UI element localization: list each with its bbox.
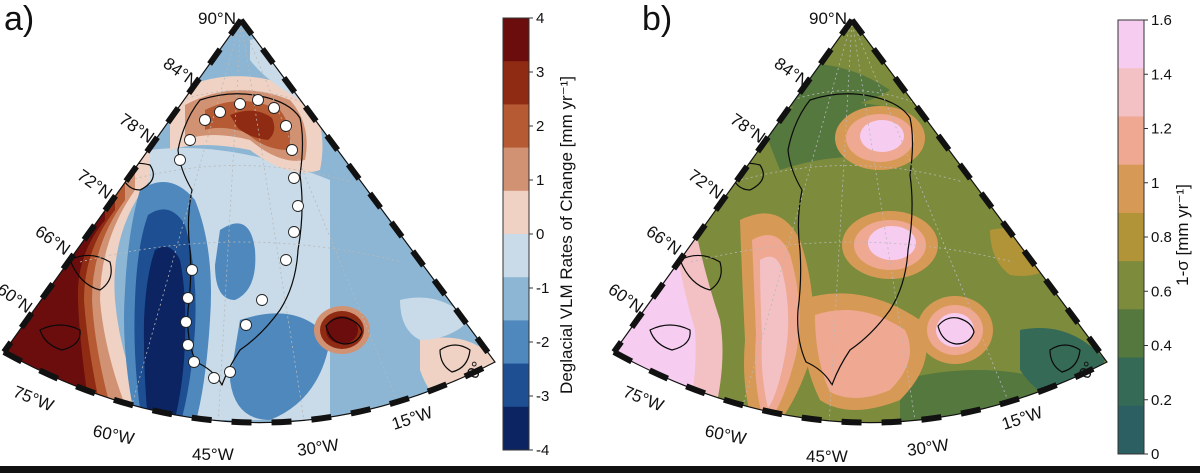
colorbar-tick-label: 0.8 — [1151, 229, 1172, 246]
frame-ticks-left — [611, 18, 855, 354]
colorbar-segment — [503, 320, 529, 365]
station-marker — [208, 372, 220, 384]
station-marker — [188, 356, 200, 368]
lat-label: 60°N — [0, 280, 36, 317]
colorbar-segment — [1118, 116, 1144, 166]
lon-label: 45°W — [806, 447, 848, 466]
colorbar-segment — [1118, 20, 1144, 69]
colorbar-segment — [1118, 405, 1144, 455]
lat-label: 72°N — [74, 166, 116, 203]
station-marker — [256, 294, 268, 306]
frame-ticks-left — [1, 18, 244, 354]
uncertainty-map — [614, 20, 1107, 423]
colorbar-tick-label: 3 — [536, 64, 544, 81]
colorbar-segment — [1118, 164, 1144, 214]
station-marker — [288, 172, 300, 184]
colorbar-tick-label: 1.6 — [1151, 12, 1172, 29]
lon-label: 30°W — [906, 435, 950, 460]
lon-label: 60°W — [91, 421, 136, 448]
colorbar-tick-label: 1 — [536, 172, 544, 189]
station-marker — [268, 102, 280, 114]
colorbar-b-title: 1-σ [mm yr⁻¹] — [1173, 184, 1192, 286]
colorbar-segment — [503, 104, 529, 149]
lon-label: 75°W — [621, 382, 667, 415]
colorbar-segment — [1118, 68, 1144, 117]
colorbar-tick-label: 0.6 — [1151, 283, 1172, 300]
colorbar-tick-label: 1 — [1151, 175, 1159, 192]
panel-a-label: a) — [4, 0, 34, 38]
bottom-rule — [0, 466, 1200, 473]
colorbar-tick-label: -1 — [536, 280, 549, 297]
station-marker — [224, 366, 236, 378]
station-marker — [234, 98, 246, 110]
station-marker — [174, 154, 186, 166]
panel-a: a) — [0, 0, 498, 464]
colorbar-segment — [503, 61, 529, 105]
lon-label: 60°W — [703, 421, 748, 448]
colorbar-segment — [503, 147, 529, 192]
colorbar-tick-label: 0.4 — [1151, 338, 1172, 355]
colorbar-segment — [1118, 309, 1144, 359]
colorbar-segment — [1118, 357, 1144, 407]
frame-ticks-bottom — [2, 349, 497, 426]
panel-b: b) — [605, 0, 1110, 466]
frame-ticks-bottom — [612, 349, 1109, 426]
colorbar-tick-label: -2 — [536, 334, 549, 351]
gps-stations — [174, 94, 304, 384]
station-marker — [280, 254, 292, 266]
colorbar-tick-label: 1.2 — [1151, 121, 1172, 138]
station-marker — [288, 226, 300, 238]
colorbar-segment — [1118, 212, 1144, 262]
lon-label: 15°W — [999, 403, 1045, 434]
station-marker — [182, 339, 194, 351]
colorbar-segment — [503, 190, 529, 235]
station-marker — [184, 134, 196, 146]
station-marker — [214, 106, 226, 118]
colorbar-segment — [503, 363, 529, 408]
station-marker — [292, 200, 304, 212]
colorbar-tick-label: 0 — [1151, 446, 1159, 463]
colorbar-tick-label: 2 — [536, 118, 544, 135]
colorbar-segment — [1118, 261, 1144, 310]
lon-label: 30°W — [296, 435, 340, 460]
lon-label: 15°W — [389, 403, 435, 434]
lat-label: 90°N — [198, 9, 236, 28]
colorbar-segment — [503, 406, 529, 451]
colorbar-segment — [503, 18, 529, 62]
colorbar-a: 4 3 2 1 0 -1 -2 -3 -4 — [502, 10, 549, 459]
colorbar-tick-label: 1.4 — [1151, 66, 1172, 83]
colorbar-segment — [503, 277, 529, 321]
colorbar-tick-label: 0 — [536, 226, 544, 243]
colorbar-segment — [503, 234, 529, 278]
station-marker — [180, 316, 192, 328]
station-marker — [280, 120, 292, 132]
colorbar-a-title: Deglacial VLM Rates of Change [mm yr⁻¹] — [557, 76, 576, 394]
station-marker — [182, 292, 194, 304]
colorbar-tick-label: -4 — [536, 442, 549, 459]
colorbar-b: 1.6 1.4 1.2 1 0.8 0.6 0.4 0.2 0 — [1117, 12, 1172, 463]
vlm-rate-map — [4, 20, 495, 423]
lon-label: 75°W — [11, 382, 57, 415]
station-marker — [252, 94, 264, 106]
station-marker — [199, 114, 211, 126]
lat-label: 72°N — [685, 166, 727, 203]
colorbar-tick-label: 4 — [536, 10, 544, 27]
lat-label: 66°N — [643, 222, 685, 259]
panel-b-label: b) — [642, 0, 672, 38]
station-marker — [240, 319, 252, 331]
colorbar-tick-label: 0.2 — [1151, 392, 1172, 409]
station-marker — [186, 264, 198, 276]
lat-label: 66°N — [32, 222, 74, 259]
station-marker — [286, 144, 298, 156]
colorbar-tick-label: -3 — [536, 388, 549, 405]
lon-label: 45°W — [192, 445, 234, 464]
lat-label: 90°N — [809, 9, 847, 28]
